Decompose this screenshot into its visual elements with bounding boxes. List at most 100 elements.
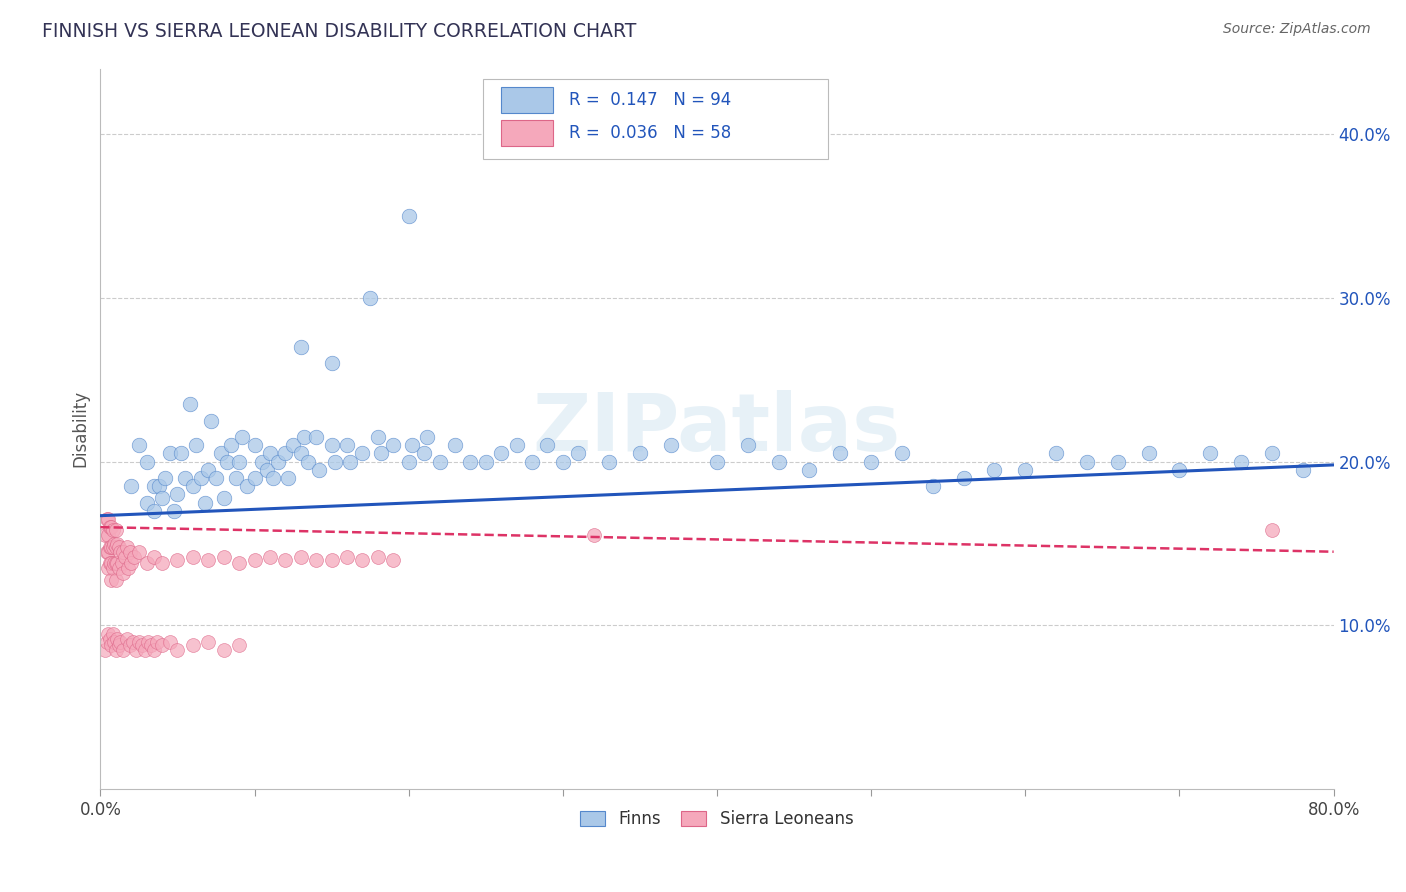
Point [117, 561, 139, 575]
Point [370, 446, 392, 460]
Point [97, 512, 120, 526]
Point [150, 556, 173, 570]
Point [274, 446, 297, 460]
Point [252, 455, 274, 469]
Point [243, 471, 266, 485]
Text: ZIPatlas: ZIPatlas [533, 390, 901, 468]
Point [125, 643, 148, 657]
Point [737, 438, 759, 452]
Point [121, 635, 143, 649]
Point [179, 397, 201, 411]
Point [266, 455, 288, 469]
Point [104, 573, 127, 587]
Point [104, 540, 127, 554]
Point [96, 512, 118, 526]
Point [256, 463, 278, 477]
Point [181, 479, 204, 493]
Point [1137, 446, 1160, 460]
Point [111, 556, 134, 570]
Point [97, 626, 120, 640]
Point [382, 438, 405, 452]
Point [398, 209, 420, 223]
Point [236, 479, 259, 493]
Point [143, 549, 166, 564]
Point [143, 643, 166, 657]
Point [143, 479, 166, 493]
Point [200, 414, 222, 428]
Point [413, 446, 436, 460]
Point [401, 438, 423, 452]
Point [148, 479, 170, 493]
Point [398, 455, 420, 469]
Point [1292, 463, 1315, 477]
Point [120, 479, 142, 493]
Point [100, 638, 122, 652]
Point [166, 487, 188, 501]
Point [274, 553, 297, 567]
Point [290, 446, 312, 460]
Point [262, 471, 284, 485]
Point [141, 638, 163, 652]
Point [336, 549, 359, 564]
Point [429, 455, 451, 469]
Point [96, 635, 118, 649]
Point [659, 438, 682, 452]
Point [212, 549, 235, 564]
Point [352, 553, 374, 567]
Point [97, 528, 120, 542]
Text: R =  0.036   N = 58: R = 0.036 N = 58 [569, 124, 731, 142]
Point [98, 540, 121, 554]
Point [120, 556, 142, 570]
Point [101, 561, 124, 575]
Point [103, 635, 125, 649]
Point [474, 455, 496, 469]
Point [98, 556, 121, 570]
Text: R =  0.147   N = 94: R = 0.147 N = 94 [569, 91, 731, 109]
Point [628, 446, 651, 460]
Point [135, 455, 157, 469]
Point [128, 545, 150, 559]
Point [150, 491, 173, 505]
FancyBboxPatch shape [501, 120, 553, 145]
Point [150, 638, 173, 652]
Point [1107, 455, 1129, 469]
Point [209, 446, 232, 460]
Point [305, 430, 328, 444]
FancyBboxPatch shape [501, 87, 553, 113]
Point [94, 643, 117, 657]
Point [551, 455, 574, 469]
Point [197, 553, 219, 567]
Point [101, 626, 124, 640]
Point [97, 561, 120, 575]
Point [100, 540, 122, 554]
Point [225, 471, 247, 485]
Point [382, 553, 405, 567]
Point [215, 455, 238, 469]
Point [921, 479, 943, 493]
Point [105, 632, 128, 646]
Point [98, 520, 121, 534]
Point [305, 553, 328, 567]
Point [336, 438, 359, 452]
Point [1168, 463, 1191, 477]
Point [128, 635, 150, 649]
Point [367, 430, 389, 444]
Point [228, 638, 250, 652]
Point [131, 638, 153, 652]
Point [505, 438, 527, 452]
Point [197, 635, 219, 649]
Point [231, 430, 253, 444]
Point [352, 446, 374, 460]
Point [228, 455, 250, 469]
Point [799, 463, 821, 477]
Point [321, 553, 343, 567]
Point [128, 438, 150, 452]
Point [1014, 463, 1036, 477]
Point [163, 504, 186, 518]
Point [830, 446, 852, 460]
Point [159, 446, 181, 460]
Point [112, 566, 135, 580]
Point [135, 495, 157, 509]
Point [94, 528, 117, 542]
Point [520, 455, 543, 469]
